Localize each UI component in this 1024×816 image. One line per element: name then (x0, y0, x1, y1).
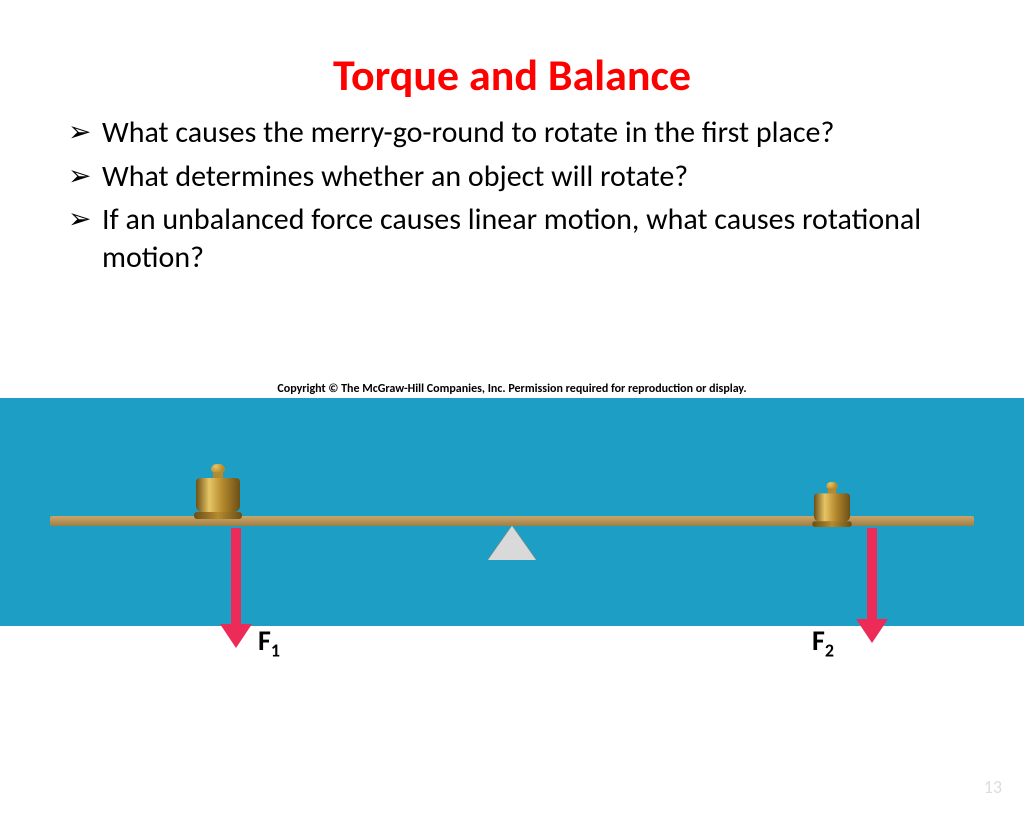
bullet-item: What determines whether an object will r… (68, 158, 978, 196)
weight-right (812, 482, 851, 527)
weight-left (194, 464, 242, 519)
slide-number: 13 (984, 776, 1002, 798)
bullet-item: What causes the merry-go-round to rotate… (68, 114, 978, 152)
force-arrow-f2 (862, 528, 882, 643)
force-label-f1: F1 (258, 623, 280, 662)
pivot-triangle (488, 526, 536, 560)
copyright-text: Copyright © The McGraw-Hill Companies, I… (0, 382, 1024, 396)
bullet-item: If an unbalanced force causes linear mot… (68, 201, 978, 276)
balance-diagram: F1 F2 (0, 398, 1024, 668)
force-arrow-f1 (226, 528, 246, 648)
bullet-list: What causes the merry-go-round to rotate… (0, 114, 1024, 276)
force-label-f2: F2 (812, 623, 834, 662)
slide-title: Torque and Balance (0, 48, 1024, 102)
